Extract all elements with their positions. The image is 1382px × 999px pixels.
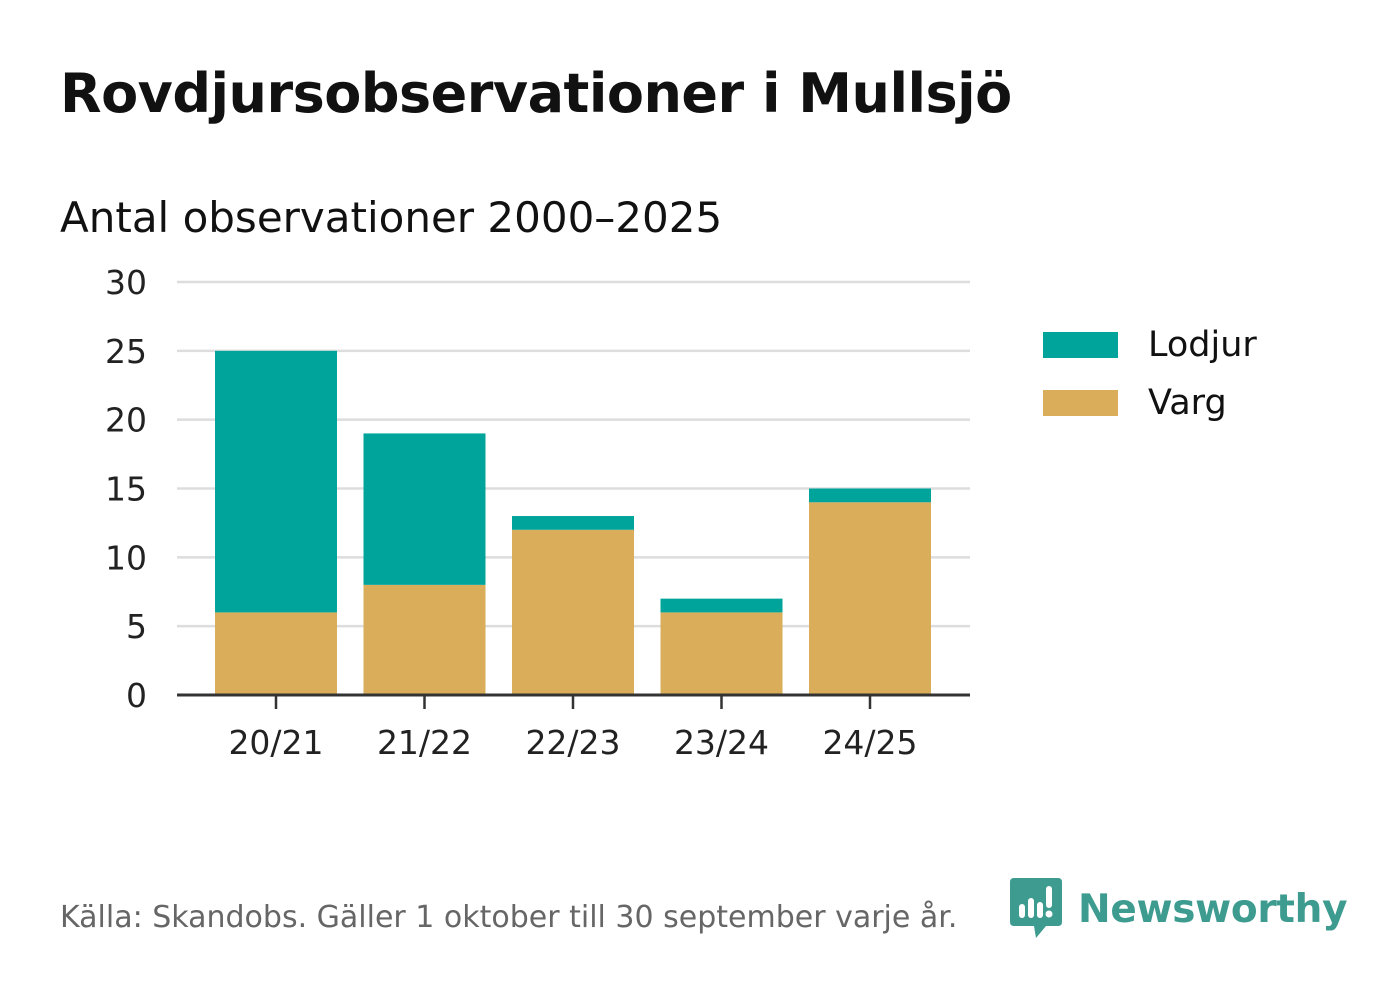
y-tick-label: 25	[105, 332, 147, 371]
legend-item-varg: Varg	[1043, 374, 1257, 432]
bar-lodjur-22-23	[512, 516, 634, 530]
y-tick-label: 30	[105, 263, 147, 302]
y-axis-ticks: 0 5 10 15 20 25 30	[105, 263, 147, 715]
y-tick-label: 15	[105, 470, 147, 509]
x-tick-label: 22/23	[525, 723, 620, 762]
y-tick-label: 0	[126, 676, 147, 715]
y-tick-label: 20	[105, 401, 147, 440]
newsworthy-logo-icon	[1010, 878, 1062, 938]
x-tick-label: 20/21	[228, 723, 323, 762]
chart-title: Rovdjursobservationer i Mullsjö	[60, 62, 1012, 125]
legend: Lodjur Varg	[1043, 316, 1257, 432]
source-note: Källa: Skandobs. Gäller 1 oktober till 3…	[60, 900, 958, 935]
y-tick-label: 5	[126, 607, 147, 646]
bar-lodjur-23-24	[660, 598, 783, 613]
x-tick-label: 24/25	[822, 723, 917, 762]
x-tick-label: 21/22	[377, 723, 472, 762]
bar-varg-23-24	[660, 612, 783, 695]
bars	[215, 350, 931, 695]
bar-lodjur-20-21	[215, 350, 337, 613]
legend-swatch-varg	[1043, 390, 1118, 416]
brand-logo: Newsworthy	[1010, 878, 1348, 940]
brand-name: Newsworthy	[1078, 886, 1348, 932]
bar-varg-24-25	[809, 502, 931, 695]
chart-subtitle: Antal observationer 2000–2025	[60, 193, 723, 242]
y-tick-label: 10	[105, 538, 147, 577]
bar-varg-21-22	[363, 584, 486, 695]
legend-swatch-lodjur	[1043, 332, 1118, 358]
bar-varg-20-21	[215, 612, 337, 695]
x-tick-label: 23/24	[674, 723, 769, 762]
legend-label-varg: Varg	[1148, 383, 1227, 423]
x-axis-ticks: 20/21 21/22 22/23 23/24 24/25	[228, 695, 918, 762]
bar-lodjur-24-25	[809, 488, 931, 503]
legend-item-lodjur: Lodjur	[1043, 316, 1257, 374]
legend-label-lodjur: Lodjur	[1148, 325, 1257, 365]
bar-lodjur-21-22	[363, 433, 486, 585]
bar-varg-22-23	[512, 529, 634, 695]
